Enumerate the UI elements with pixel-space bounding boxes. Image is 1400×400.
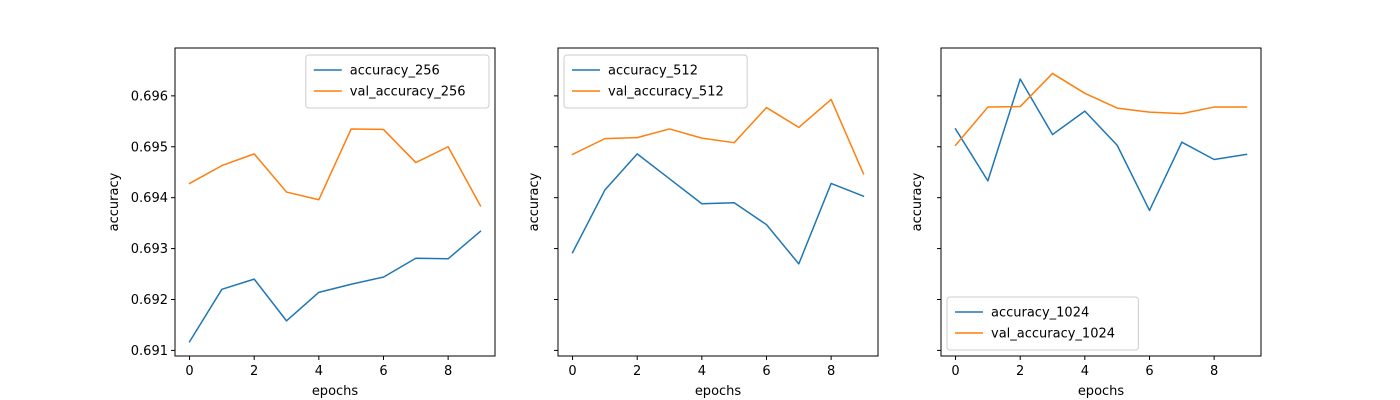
legend-label-val_accuracy_256: val_accuracy_256 xyxy=(350,85,466,100)
x-tick-label: 0 xyxy=(185,364,193,379)
subplot-2: 0 2 4 6 8 epochs accuracy accuracy_512 val_accur… xyxy=(527,47,879,399)
axes-frame xyxy=(557,47,879,357)
x-axis-title: epochs xyxy=(1078,384,1125,399)
x-tick-label: 4 xyxy=(315,364,323,379)
axes-frame xyxy=(174,47,496,357)
y-tick-label: 0.695 xyxy=(131,140,168,155)
subplot-3: 0 2 4 6 8 epochs accuracy accuracy_1024 val_accu… xyxy=(910,47,1262,399)
subplot-1: 0 2 4 6 8 0.691 0.692 0.693 0.694 0.695 0.696 epoch… xyxy=(107,47,496,399)
y-tick-label: 0.693 xyxy=(131,242,168,257)
x-tick-label: 6 xyxy=(379,364,387,379)
series-line-val_accuracy_512 xyxy=(571,98,865,175)
legend: accuracy_512 val_accuracy_512 xyxy=(563,54,748,109)
x-tick-label: 2 xyxy=(633,364,641,379)
legend-label-val_accuracy_512: val_accuracy_512 xyxy=(608,85,724,100)
legend-box xyxy=(305,54,490,109)
legend-label-accuracy_1024: accuracy_1024 xyxy=(991,306,1089,321)
x-axis-title: epochs xyxy=(695,384,742,399)
x-tick-label: 2 xyxy=(250,364,258,379)
series-line-accuracy_1024 xyxy=(954,78,1248,212)
x-tick-label: 6 xyxy=(1145,364,1153,379)
x-tick-label: 6 xyxy=(762,364,770,379)
x-tick-label: 8 xyxy=(827,364,835,379)
legend-label-val_accuracy_1024: val_accuracy_1024 xyxy=(991,327,1115,342)
x-axis-title: epochs xyxy=(312,384,359,399)
x-tick-label: 8 xyxy=(444,364,452,379)
legend-box xyxy=(946,296,1139,351)
x-tick-label: 8 xyxy=(1210,364,1218,379)
legend-label-accuracy_256: accuracy_256 xyxy=(350,64,440,79)
legend: accuracy_256 val_accuracy_256 xyxy=(305,54,490,109)
legend: accuracy_1024 val_accuracy_1024 xyxy=(946,296,1139,351)
x-tick-label: 4 xyxy=(1081,364,1089,379)
series-line-val_accuracy_256 xyxy=(188,128,482,207)
x-tick-label: 2 xyxy=(1016,364,1024,379)
y-tick-label: 0.692 xyxy=(131,293,168,308)
axes-frame xyxy=(940,47,1262,357)
series-line-accuracy_256 xyxy=(188,230,482,343)
x-tick-label: 0 xyxy=(568,364,576,379)
series-line-accuracy_512 xyxy=(571,153,865,265)
y-axis-title: accuracy xyxy=(910,172,925,231)
y-tick-label: 0.694 xyxy=(131,191,168,206)
y-axis-title: accuracy xyxy=(107,172,122,231)
y-tick-label: 0.696 xyxy=(131,89,168,104)
x-tick-label: 0 xyxy=(951,364,959,379)
series-line-val_accuracy_1024 xyxy=(954,72,1248,147)
y-tick-label: 0.691 xyxy=(131,344,168,359)
legend-box xyxy=(563,54,748,109)
legend-label-accuracy_512: accuracy_512 xyxy=(608,64,698,79)
x-tick-label: 4 xyxy=(698,364,706,379)
y-axis-title: accuracy xyxy=(527,172,542,231)
